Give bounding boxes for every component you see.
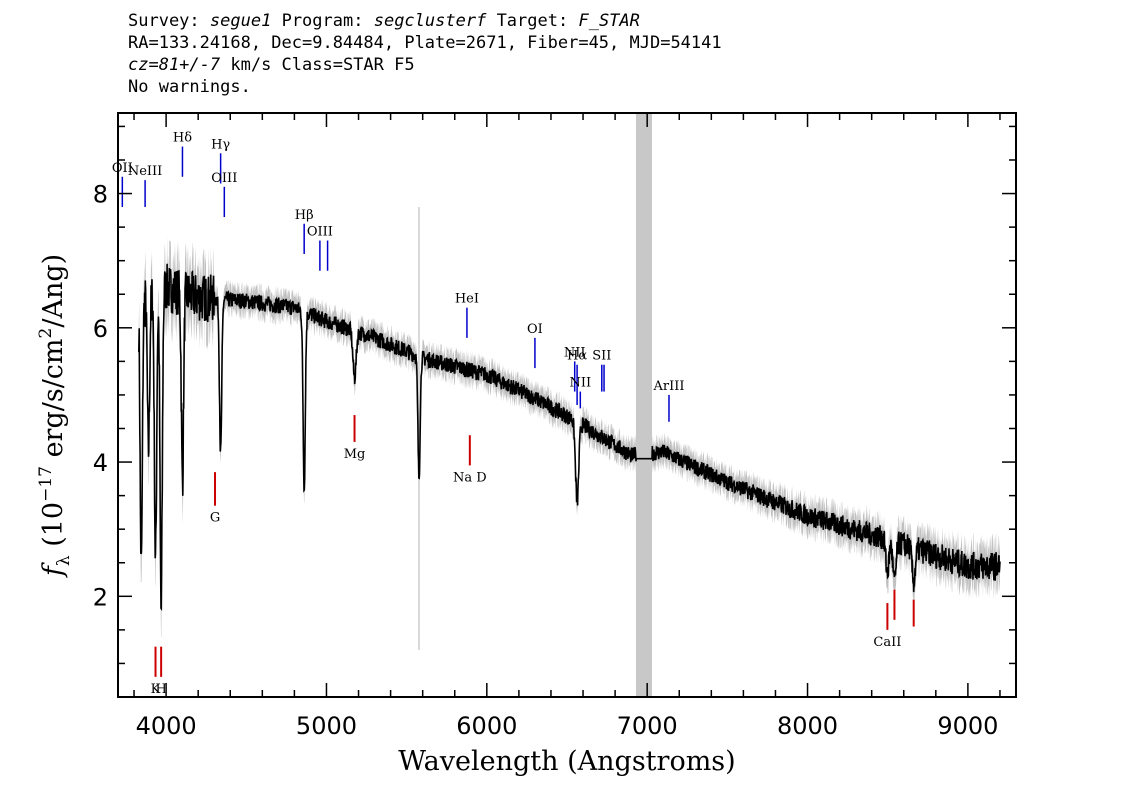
error-envelope <box>138 235 1001 638</box>
emission-line-label: NII <box>564 345 586 360</box>
target-value: F_STAR <box>578 11 640 31</box>
absorption-line-label: K <box>151 682 161 697</box>
emission-line-label: HeI <box>455 292 479 307</box>
emission-line-label: Hα <box>567 349 587 364</box>
header-line-coordinates: RA=133.24168, Dec=9.84484, Plate=2671, F… <box>128 33 722 53</box>
masked-band-layer <box>635 113 652 697</box>
survey-label: Survey: <box>128 11 200 31</box>
y-tick-label: 6 <box>93 315 108 343</box>
emission-line-label: OIII <box>211 171 237 186</box>
x-tick-label: 8000 <box>777 712 838 740</box>
x-tick-label: 6000 <box>456 712 517 740</box>
plot-frame <box>117 112 1017 698</box>
flux-series-line <box>138 263 1001 611</box>
y-axis-title: fλ (10−17 erg/s/cm2/Ang) <box>36 254 74 578</box>
masked-band <box>635 113 652 697</box>
x-tick-label: 5000 <box>296 712 357 740</box>
x-tick-label: 9000 <box>937 712 998 740</box>
spectrum-header: Survey: segue1 Program: segclusterf Targ… <box>128 10 722 98</box>
header-line-redshift: cz=81+/-7 km/s Class=STAR F5 <box>128 54 722 76</box>
emission-line-label: NeIII <box>128 164 162 179</box>
absorption-line-label: CaII <box>873 635 901 650</box>
y-tick-label: 2 <box>93 583 108 611</box>
y-tick-label: 4 <box>93 449 108 477</box>
class-value: km/s Class=STAR F5 <box>220 55 415 75</box>
axis-ticks-layer: 4000 5000 6000 7000 8000 9000 2 4 6 8 <box>93 113 1016 740</box>
emission-line-label: Hδ <box>173 131 192 146</box>
x-tick-label: 7000 <box>617 712 678 740</box>
emission-line-label: ArIII <box>652 379 684 394</box>
survey-value: segue1 <box>209 11 272 31</box>
emission-line-label: Hγ <box>211 137 230 152</box>
emission-line-label: Hβ <box>295 208 314 223</box>
emission-line-label: OI <box>527 322 543 337</box>
absorption-line-label: G <box>210 511 220 526</box>
program-label: Program: <box>281 11 364 31</box>
header-line-survey: Survey: segue1 Program: segclusterf Targ… <box>128 10 722 32</box>
emission-line-label: NII <box>569 376 591 391</box>
flux-layer <box>138 263 1001 611</box>
absorption-line-label: H <box>155 682 166 697</box>
absorption-line-label: Mg <box>344 447 366 462</box>
emission-line-label: SII <box>592 349 611 364</box>
x-tick-label: 4000 <box>136 712 197 740</box>
target-label: Target: <box>496 11 569 31</box>
redshift-value: cz=81+/-7 <box>128 55 221 75</box>
emission-line-label: OIII <box>307 225 333 240</box>
program-value: segclusterf <box>373 11 487 31</box>
x-axis-title: Wavelength (Angstroms) <box>398 746 735 777</box>
header-line-warnings: No warnings. <box>128 77 251 97</box>
absorption-line-label: Na D <box>453 470 487 485</box>
error-layer <box>138 206 1001 651</box>
y-tick-label: 8 <box>93 181 108 209</box>
